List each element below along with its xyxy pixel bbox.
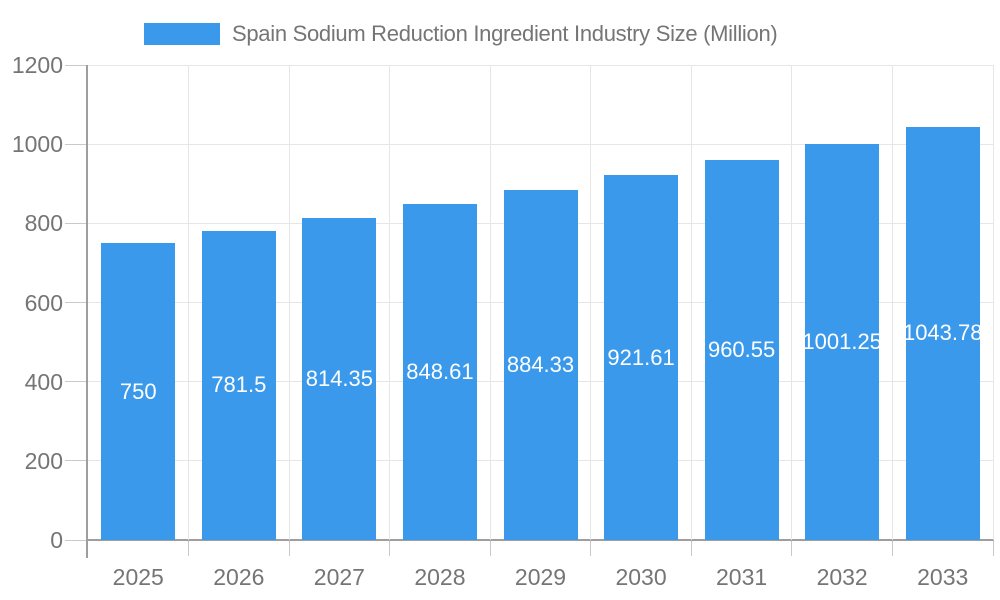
v-gridline [992, 65, 994, 540]
bar-value-label: 1001.25 [802, 328, 882, 354]
bar-value-label: 814.35 [305, 365, 374, 391]
bar[interactable] [604, 175, 679, 540]
h-gridline [88, 64, 993, 66]
bar-value-label: 848.61 [406, 359, 474, 385]
v-gridline [891, 65, 893, 540]
bar[interactable] [905, 126, 980, 540]
x-axis-tick-label: 2028 [414, 564, 466, 590]
x-axis-tick-label: 2033 [917, 564, 969, 590]
v-gridline [690, 65, 692, 540]
y-axis-tick-label: 1200 [11, 52, 63, 78]
y-axis-tick-label: 200 [24, 447, 63, 474]
v-gridline [389, 65, 391, 540]
x-tick [590, 541, 592, 556]
x-axis-tick-label: 2030 [615, 564, 667, 590]
x-axis-tick-label: 2029 [514, 564, 567, 590]
y-tick [65, 302, 86, 303]
y-tick [65, 143, 86, 145]
v-gridline [791, 65, 793, 540]
x-axis-tick-label: 2026 [213, 564, 265, 590]
y-axis-tick-label: 600 [24, 289, 63, 316]
bar[interactable] [503, 189, 578, 540]
bar[interactable] [805, 143, 880, 540]
v-gridline [188, 65, 190, 540]
legend-label: Spain Sodium Reduction Ingredient Indust… [232, 21, 778, 46]
x-axis-tick-label: 2025 [112, 564, 164, 590]
x-tick [288, 541, 290, 556]
h-gridline [88, 143, 993, 145]
x-tick [992, 541, 994, 556]
x-axis-tick-label: 2027 [313, 564, 365, 590]
y-axis-tick-label: 0 [50, 527, 63, 553]
bar-value-label: 750 [119, 378, 157, 404]
bar-value-label: 921.61 [607, 344, 675, 370]
legend-item[interactable]: Spain Sodium Reduction Ingredient Indust… [144, 21, 778, 47]
bar-value-label: 960.55 [707, 336, 776, 362]
y-axis-tick-label: 800 [24, 210, 63, 237]
bar-value-label: 884.33 [506, 351, 575, 377]
bar-value-label: 1043.78 [902, 320, 983, 346]
bar[interactable] [302, 217, 377, 540]
y-axis-tick-label: 1000 [11, 131, 63, 158]
y-axis-tick-label: 400 [24, 368, 63, 395]
v-gridline [489, 65, 491, 540]
x-tick [489, 541, 491, 556]
x-tick [389, 541, 391, 556]
y-tick [65, 64, 86, 66]
x-axis-tick-label: 2032 [816, 564, 868, 590]
v-gridline [288, 65, 290, 540]
bar[interactable] [704, 159, 779, 540]
x-axis-tick-label: 2031 [716, 564, 768, 590]
bar-value-label: 781.5 [211, 372, 267, 398]
v-gridline [590, 65, 592, 540]
x-tick [891, 541, 893, 556]
x-tick [690, 541, 692, 556]
y-tick [65, 222, 86, 224]
bar[interactable] [402, 204, 477, 540]
bar[interactable] [201, 230, 276, 540]
plot-area: 750 781.5 814.35 848.61 884.33 921.61 960.55 10… [88, 64, 994, 540]
x-tick [188, 541, 190, 556]
y-tick [65, 539, 86, 541]
y-tick [65, 460, 86, 462]
bar[interactable] [101, 243, 176, 540]
x-tick [791, 541, 793, 556]
legend-swatch [144, 23, 220, 45]
